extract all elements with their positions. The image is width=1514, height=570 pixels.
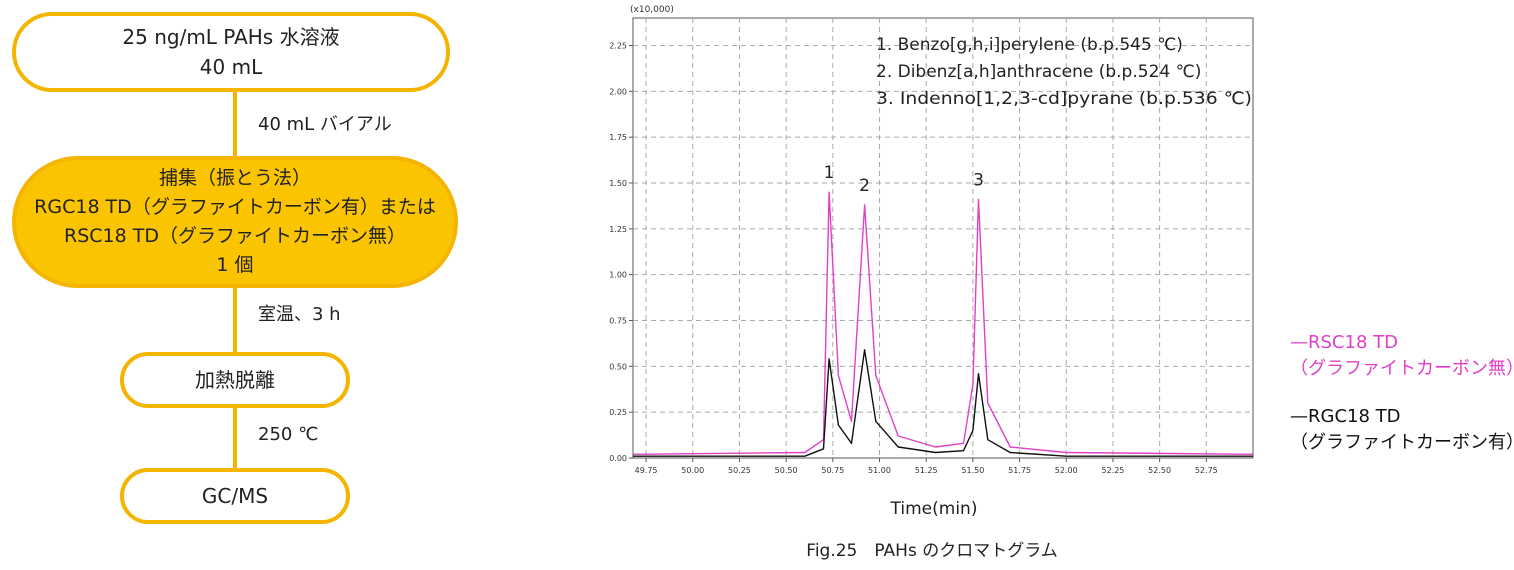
connector-line-2: [233, 285, 237, 355]
series-lines: [632, 191, 1254, 457]
series-line-rsc18-td: [632, 191, 1254, 455]
x-tick-label: 51.50: [961, 466, 984, 475]
legend-rsc-desc: （グラファイトカーボン無）: [1290, 358, 1514, 379]
x-tick-label: 50.25: [728, 466, 751, 475]
peak-label-1: 1: [824, 163, 835, 183]
connector-line-1: [233, 90, 237, 160]
figure-caption: Fig.25 PAHs のクロマトグラム: [806, 541, 1057, 561]
step-collection: 捕集（振とう法） RGC18 TD（グラファイトカーボン有）または RSC18 …: [12, 156, 458, 288]
x-tick-label: 49.75: [635, 466, 658, 475]
step-gcms: GC/MS: [120, 468, 350, 524]
y-tick-label: 0.25: [609, 408, 627, 417]
legend-rsc-name: —RSC18 TD: [1290, 332, 1398, 353]
y-tick-label: 0.75: [609, 317, 627, 326]
annotation-line-2: 2. Dibenz[a,h]anthracene (b.p.524 ℃): [876, 62, 1201, 82]
step-collection-line3: RSC18 TD（グラファイトカーボン無）: [64, 225, 406, 247]
step-collection-line2: RGC18 TD（グラファイトカーボン有）または: [34, 196, 436, 218]
y-multiplier-label: (x10,000): [630, 5, 674, 15]
peak-labels: 1 2 3: [824, 163, 984, 196]
peak-label-2: 2: [859, 176, 870, 196]
x-tick-label: 50.50: [775, 466, 798, 475]
x-tick-label: 52.50: [1148, 466, 1171, 475]
grid: [633, 18, 1253, 458]
x-tick-label: 51.75: [1008, 466, 1031, 475]
step-thermal-desorption: 加熱脱離: [120, 352, 350, 408]
series-line-rgc18-td: [633, 349, 1253, 457]
y-tick-label: 1.50: [609, 179, 627, 188]
y-tick-label: 1.75: [609, 133, 627, 142]
x-tick-label: 52.25: [1101, 466, 1124, 475]
x-axis-label: Time(min): [890, 499, 978, 519]
peak-label-3: 3: [973, 171, 984, 191]
x-tick-label: 50.00: [681, 466, 704, 475]
y-axis-ticks: 0.00 0.25 0.50 0.75 1.00 1.25 1.50 1.75 2.00 2.25: [609, 42, 633, 463]
annotation-line-1: 1. Benzo[g,h,i]perylene (b.p.545 ℃): [876, 35, 1183, 55]
x-axis-ticks: 49.75 50.00 50.25 50.50 50.75 51.00 51.25 51.50…: [635, 458, 1218, 475]
x-tick-label: 51.25: [915, 466, 938, 475]
x-tick-label: 50.75: [821, 466, 844, 475]
arrow-label-temperature: 250 ℃: [258, 424, 319, 445]
y-tick-label: 2.25: [609, 42, 627, 51]
step-sample-line1: 25 ng/mL PAHs 水溶液: [122, 25, 340, 49]
arrow-label-vial: 40 mL バイアル: [258, 114, 392, 135]
step-sample: 25 ng/mL PAHs 水溶液 40 mL: [12, 12, 450, 92]
y-tick-label: 1.00: [609, 271, 627, 280]
step-sample-line2: 40 mL: [199, 55, 263, 79]
legend-rgc-name: —RGC18 TD: [1290, 406, 1401, 427]
arrow-label-time: 室温、3 h: [258, 304, 341, 325]
step-gcms-label: GC/MS: [201, 484, 269, 508]
x-tick-label: 51.00: [868, 466, 891, 475]
annotation-line-3: 3. Indenno[1,2,3-cd]pyrane (b.p.536 ℃): [876, 89, 1252, 109]
x-tick-label: 52.75: [1195, 466, 1218, 475]
y-tick-label: 1.25: [609, 225, 627, 234]
step-collection-line4: 1 個: [216, 254, 254, 276]
legend-rgc-desc: （グラファイトカーボン有）: [1290, 432, 1514, 453]
y-tick-label: 0.00: [609, 454, 627, 463]
x-tick-label: 52.00: [1055, 466, 1078, 475]
connector-line-3: [233, 405, 237, 470]
step-thermal-desorption-label: 加熱脱離: [195, 368, 275, 392]
y-tick-label: 0.50: [609, 362, 627, 371]
y-tick-label: 2.00: [609, 87, 627, 96]
step-collection-line1: 捕集（振とう法）: [158, 167, 311, 189]
